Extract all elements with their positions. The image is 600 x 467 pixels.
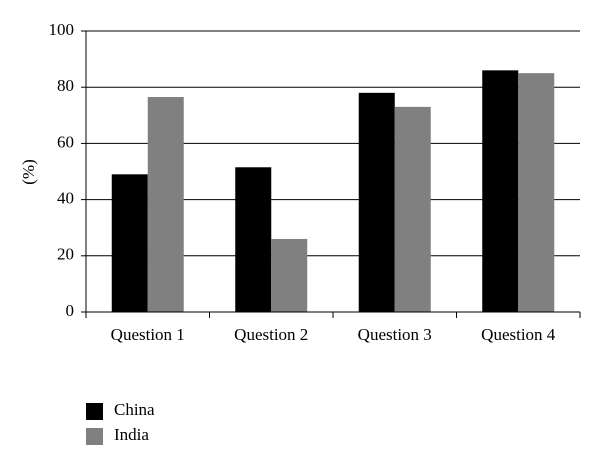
bar <box>358 92 395 312</box>
bar <box>518 73 555 313</box>
legend-swatch <box>86 403 103 420</box>
x-tick-label: Question 4 <box>481 325 556 344</box>
bar <box>147 97 184 312</box>
x-tick-label: Question 3 <box>358 325 432 344</box>
legend-label: China <box>114 400 155 419</box>
legend-swatch <box>86 428 103 445</box>
legend-label: India <box>114 425 149 444</box>
bar <box>271 238 308 312</box>
y-tick-label: 0 <box>66 301 75 320</box>
bar <box>111 174 148 312</box>
y-axis-label: (%) <box>19 159 38 184</box>
x-tick-label: Question 1 <box>111 325 185 344</box>
bar <box>235 167 272 312</box>
bar <box>482 70 519 312</box>
y-tick-label: 100 <box>49 20 75 39</box>
y-tick-label: 80 <box>57 76 74 95</box>
y-tick-label: 60 <box>57 132 74 151</box>
y-tick-label: 40 <box>57 189 74 208</box>
x-tick-label: Question 2 <box>234 325 308 344</box>
y-tick-label: 20 <box>57 245 74 264</box>
bar <box>394 106 431 313</box>
